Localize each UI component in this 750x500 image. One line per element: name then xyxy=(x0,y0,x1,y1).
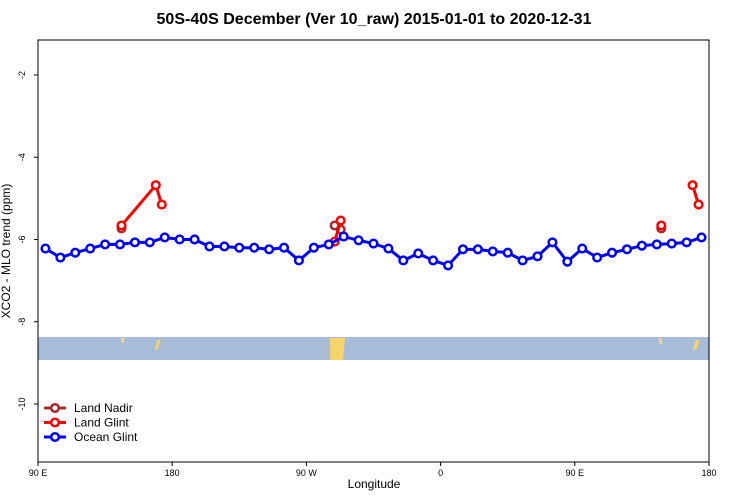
point xyxy=(174,234,185,245)
y-tick-label: -2 xyxy=(17,71,27,79)
x-tick-label: 90 E xyxy=(29,468,48,478)
point xyxy=(85,243,96,254)
point xyxy=(70,247,81,258)
y-axis-label: XCO2 - MLO trend (ppm) xyxy=(0,184,13,319)
legend-marker xyxy=(49,431,61,443)
point xyxy=(323,239,334,250)
point xyxy=(264,244,275,255)
point xyxy=(621,244,633,255)
point xyxy=(368,238,379,249)
x-tick-label: 0 xyxy=(438,468,443,478)
point xyxy=(656,220,667,231)
point xyxy=(577,243,588,254)
point xyxy=(55,252,66,263)
point xyxy=(681,237,692,248)
point xyxy=(204,241,215,252)
plot-frame xyxy=(37,39,710,463)
point xyxy=(278,242,290,253)
x-axis-label: Longitude xyxy=(348,477,401,491)
point xyxy=(428,255,439,266)
point xyxy=(696,232,707,243)
point xyxy=(159,232,170,243)
point xyxy=(487,246,498,257)
legend-label: Land Glint xyxy=(74,416,129,430)
point xyxy=(413,248,424,259)
point xyxy=(100,239,111,250)
point xyxy=(547,237,558,248)
point xyxy=(693,199,704,210)
point xyxy=(156,199,167,210)
map-strip xyxy=(38,337,709,360)
point xyxy=(472,244,483,255)
point xyxy=(457,244,469,255)
y-tick-label: -10 xyxy=(17,397,27,410)
point xyxy=(607,247,618,258)
point xyxy=(40,243,51,254)
point xyxy=(353,235,364,246)
legend-marker xyxy=(49,417,61,428)
point xyxy=(562,256,573,267)
point xyxy=(666,238,677,249)
point xyxy=(293,255,304,266)
y-tick-label: -8 xyxy=(17,318,27,326)
point xyxy=(383,243,394,254)
point xyxy=(234,242,245,253)
point xyxy=(189,234,200,245)
x-tick-label: 180 xyxy=(165,468,180,478)
point xyxy=(335,215,346,226)
point xyxy=(398,255,409,266)
x-tick-label: 90 W xyxy=(296,468,318,478)
x-tick-label: 90 E xyxy=(566,468,585,478)
point xyxy=(532,251,543,262)
point xyxy=(114,239,126,250)
chart-title: 50S-40S December (Ver 10_raw) 2015-01-01… xyxy=(157,11,592,28)
y-tick-label: -4 xyxy=(17,153,27,161)
point xyxy=(249,242,260,253)
point xyxy=(308,242,319,253)
point xyxy=(592,252,603,263)
point xyxy=(687,180,698,191)
point xyxy=(517,255,528,266)
point xyxy=(443,260,454,271)
point xyxy=(338,231,349,242)
point xyxy=(129,237,140,248)
point xyxy=(636,240,647,251)
legend-label: Land Nadir xyxy=(74,401,133,415)
point xyxy=(144,237,155,248)
series-line xyxy=(120,182,700,242)
point xyxy=(651,239,662,250)
legend-marker xyxy=(49,402,61,414)
legend-label: Ocean Glint xyxy=(74,430,138,444)
point xyxy=(116,220,127,231)
y-tick-label: -6 xyxy=(17,235,27,243)
point xyxy=(219,241,230,252)
x-tick-label: 180 xyxy=(701,468,716,478)
point xyxy=(150,180,161,191)
series-line xyxy=(335,225,662,229)
point xyxy=(502,247,513,258)
